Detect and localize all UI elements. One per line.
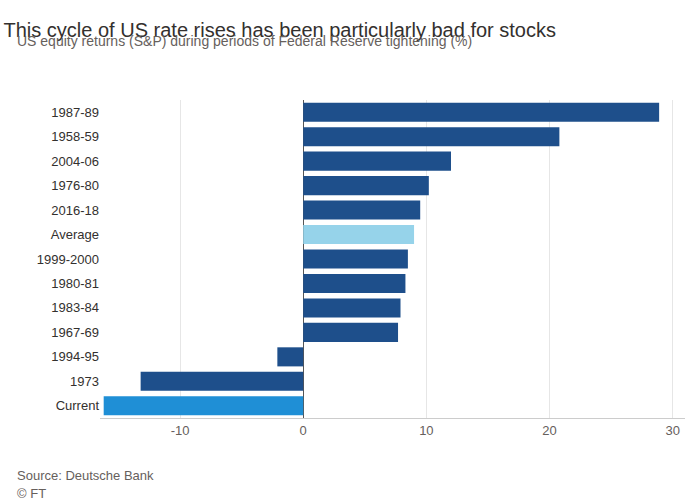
svg-text:-10: -10 <box>171 423 190 438</box>
svg-text:1999-2000: 1999-2000 <box>37 252 99 267</box>
svg-text:US equity returns (S&P) during: US equity returns (S&P) during periods o… <box>17 33 472 49</box>
svg-text:0: 0 <box>300 423 307 438</box>
svg-text:2016-18: 2016-18 <box>51 203 99 218</box>
svg-text:© FT: © FT <box>17 486 46 500</box>
svg-text:Current: Current <box>56 398 100 413</box>
svg-text:This cycle of US rate rises ha: This cycle of US rate rises has been par… <box>4 19 556 41</box>
svg-text:1967-69: 1967-69 <box>51 325 99 340</box>
svg-text:1973: 1973 <box>70 374 99 389</box>
svg-text:1994-95: 1994-95 <box>51 349 99 364</box>
svg-text:2004-06: 2004-06 <box>51 154 99 169</box>
svg-text:1983-84: 1983-84 <box>51 300 99 315</box>
svg-text:Average: Average <box>51 227 99 242</box>
svg-text:1976-80: 1976-80 <box>51 178 99 193</box>
svg-text:20: 20 <box>542 423 556 438</box>
svg-text:30: 30 <box>665 423 679 438</box>
svg-text:1958-59: 1958-59 <box>51 129 99 144</box>
svg-text:Source: Deutsche Bank: Source: Deutsche Bank <box>17 468 154 483</box>
svg-text:1987-89: 1987-89 <box>51 105 99 120</box>
svg-text:1980-81: 1980-81 <box>51 276 99 291</box>
svg-text:10: 10 <box>419 423 433 438</box>
